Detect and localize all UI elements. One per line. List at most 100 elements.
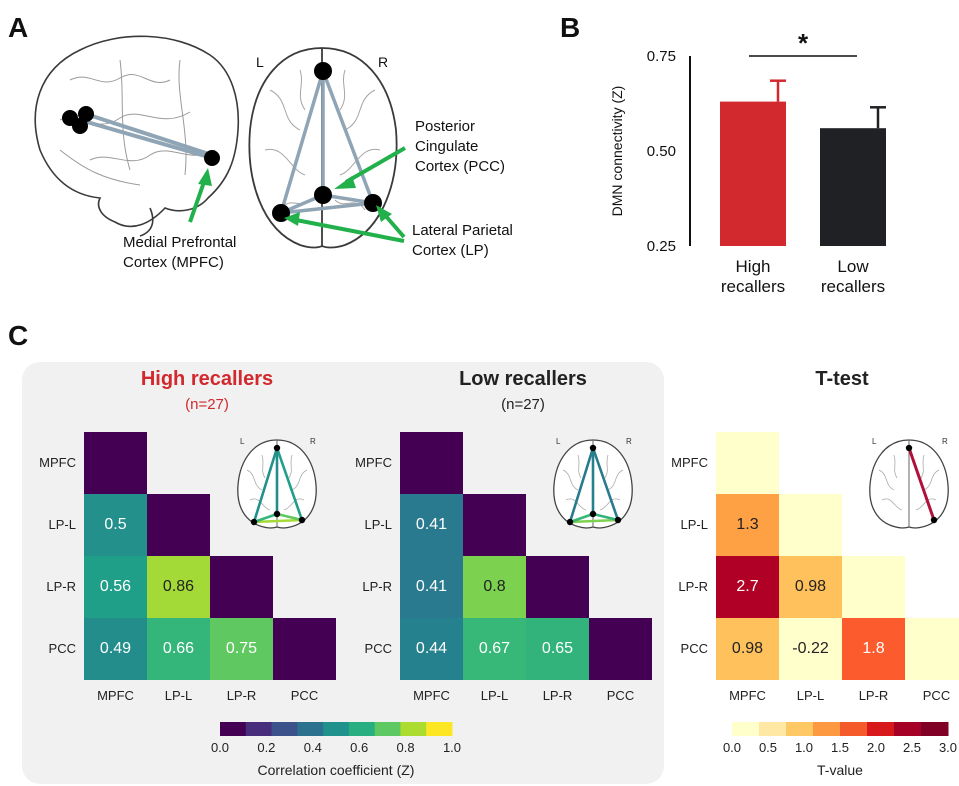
brain-inset-sulcus xyxy=(288,454,293,479)
heatmap-row-label: MPFC xyxy=(355,455,392,470)
bar-category-label: recallers xyxy=(721,277,785,296)
heatmap-cell xyxy=(400,432,463,494)
axial-nodes xyxy=(272,62,382,222)
heatmap-cell: 0.66 xyxy=(147,618,210,680)
heatmap-cell: 0.8 xyxy=(463,556,526,618)
colorbar-tick-label: 0.2 xyxy=(257,740,276,755)
colorbar-tvalue xyxy=(732,722,949,736)
brain-inset-edge xyxy=(253,512,278,524)
heatmap-cell: -0.22 xyxy=(779,618,842,680)
axial-edges xyxy=(279,70,375,215)
brain-inset-node xyxy=(589,510,597,518)
brain-inset-right-label: R xyxy=(626,437,632,446)
heatmap-row-label: LP-R xyxy=(362,579,392,594)
colorbar-swatch xyxy=(245,722,273,736)
colorbar-swatch xyxy=(297,722,324,736)
heatmap-row-label: LP-L xyxy=(48,517,76,532)
heatmap-col-label: LP-L xyxy=(796,688,825,703)
brain-inset-node xyxy=(614,516,622,524)
colorbar-swatch xyxy=(426,722,453,736)
colorbar-tick-label: 0.6 xyxy=(350,740,369,755)
heatmap-row-label: PCC xyxy=(364,641,392,656)
colorbar-swatch xyxy=(348,722,376,736)
brain-inset-node xyxy=(905,444,913,452)
colorbar-swatch xyxy=(786,722,814,736)
heatmap-subtitle: (n=27) xyxy=(501,396,545,413)
brain-inset-sulcus xyxy=(604,454,609,479)
pcc-label-line3: Cortex (PCC) xyxy=(415,158,506,175)
colorbar-tick-label: 0.0 xyxy=(210,740,230,755)
heatmap-cell: 0.49 xyxy=(84,618,147,680)
heatmap-cell: 0.5 xyxy=(84,494,147,556)
brain-inset-node xyxy=(250,518,258,526)
bar-y-axis-label: DMN connectivity (Z) xyxy=(609,86,625,217)
mpfc-label-line1: Medial Prefrontal xyxy=(123,234,237,251)
brain-inset-node xyxy=(930,516,938,524)
lp-arrows xyxy=(284,205,406,243)
heatmap-col-label: PCC xyxy=(606,688,635,703)
colorbar-tvalue-title: T-value xyxy=(817,762,863,778)
heatmap-cell: 1.8 xyxy=(842,618,905,680)
heatmap-cell xyxy=(589,618,652,680)
brain-inset-edge xyxy=(591,447,620,521)
brain-inset-node xyxy=(589,444,597,452)
brain-inset-sulcus xyxy=(246,469,263,491)
heatmap-cell: 0.65 xyxy=(526,618,589,680)
colorbar-tick-label: 0.0 xyxy=(722,740,742,755)
brain-inset-left-label: L xyxy=(872,437,877,446)
brain-inset-sulcus xyxy=(283,498,305,511)
heatmap-cell: 0.86 xyxy=(147,556,210,618)
colorbar-tick-label: 0.5 xyxy=(758,740,778,755)
sagittal-nodes xyxy=(62,106,220,166)
brain-inset-node xyxy=(273,444,281,452)
colorbar-tick-label: 1.5 xyxy=(830,740,850,755)
brain-inset-sulcus xyxy=(915,498,937,511)
brain-inset-edge xyxy=(592,512,619,522)
heatmap-cell xyxy=(779,494,842,556)
heatmap-cell: 0.98 xyxy=(716,618,779,680)
bar-0 xyxy=(720,101,786,246)
heatmap-cell: 0.75 xyxy=(210,618,273,680)
brain-inset-left-label: L xyxy=(556,437,561,446)
heatmap-subtitle: (n=27) xyxy=(185,396,229,413)
brain-inset-sulcus xyxy=(878,469,895,491)
heatmap-row-label: LP-L xyxy=(680,517,708,532)
heatmap-row-label: PCC xyxy=(680,641,708,656)
axial-sulci xyxy=(264,69,381,211)
heatmap-cell: 0.44 xyxy=(400,618,463,680)
heatmap-cell: 0.41 xyxy=(400,556,463,618)
panel-letter-b: B xyxy=(560,12,581,43)
colorbar-swatch xyxy=(921,722,949,736)
heatmap-cell xyxy=(210,556,273,618)
mpfc-arrow xyxy=(188,168,212,223)
heatmap-col-label: LP-R xyxy=(858,688,889,703)
bar-category-label: recallers xyxy=(821,277,885,296)
hemisphere-left-label: L xyxy=(256,54,264,70)
heatmap-cell: 2.7 xyxy=(716,556,779,618)
heatmap-col-label: LP-L xyxy=(164,688,193,703)
brain-inset-sulcus xyxy=(920,454,925,479)
brain-inset-edge xyxy=(568,447,595,523)
brain-inset-right-label: R xyxy=(310,437,316,446)
heatmap-cell xyxy=(716,432,779,494)
pcc-arrow xyxy=(334,146,406,189)
lp-label-line1: Lateral Parietal xyxy=(412,222,513,239)
colorbar-swatch xyxy=(867,722,895,736)
colorbar-swatch xyxy=(271,722,298,736)
heatmap-row-label: LP-R xyxy=(678,579,708,594)
brain-inset-sulcus xyxy=(562,469,579,491)
colorbar-tick-label: 1.0 xyxy=(442,740,462,755)
heatmap-cell xyxy=(84,432,147,494)
heatmap-cell: 1.3 xyxy=(716,494,779,556)
hemisphere-right-label: R xyxy=(378,54,389,70)
heatmap-row-label: PCC xyxy=(48,641,76,656)
sagittal-edges xyxy=(79,112,213,160)
brain-inset-sulcus xyxy=(261,454,266,479)
bar-y-tick-label: 0.25 xyxy=(647,238,676,255)
colorbar-correlation-title: Correlation coefficient (Z) xyxy=(257,762,415,778)
mpfc-label-line2: Cortex (MPFC) xyxy=(123,254,224,271)
heatmap-cell xyxy=(526,556,589,618)
